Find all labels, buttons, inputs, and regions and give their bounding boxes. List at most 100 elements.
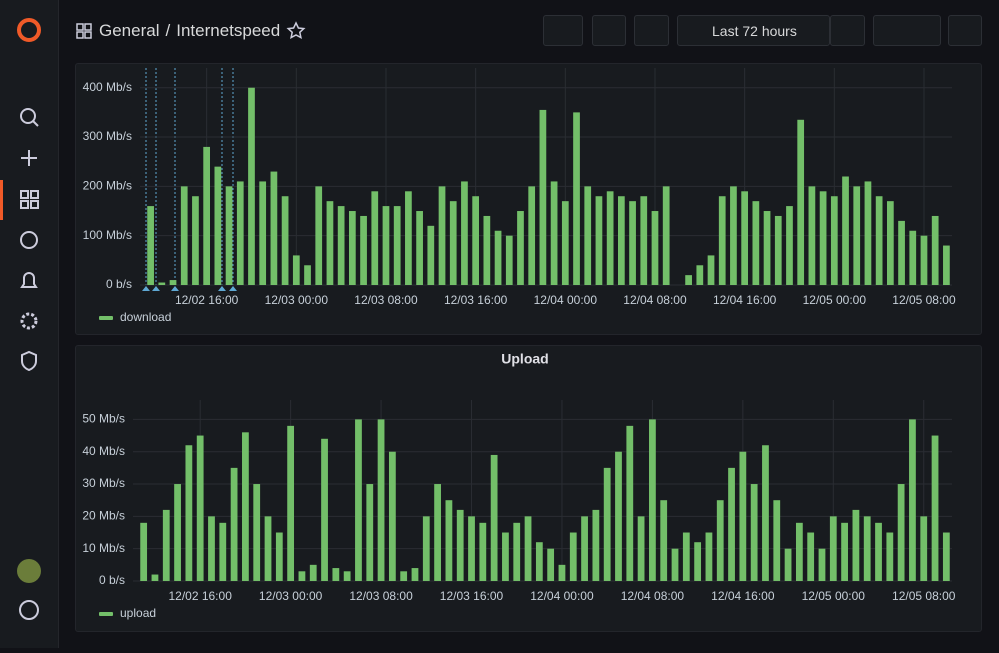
y-tick-label: 100 Mb/s — [83, 228, 132, 242]
bar — [326, 201, 334, 285]
dashboard-title[interactable]: Internetspeed — [176, 21, 281, 40]
bar — [264, 516, 272, 581]
bar — [405, 191, 412, 285]
bar — [920, 235, 928, 285]
bar — [649, 419, 656, 581]
bar — [393, 206, 401, 285]
bar — [662, 186, 670, 285]
bar — [242, 432, 249, 581]
bar — [943, 245, 950, 285]
bar — [416, 211, 423, 285]
bar — [705, 532, 713, 581]
bar — [606, 191, 614, 285]
bar — [818, 548, 826, 581]
bar — [808, 186, 816, 285]
bar — [203, 146, 211, 285]
bar — [479, 522, 487, 581]
bar — [707, 255, 715, 285]
bar — [739, 451, 747, 581]
x-tick-label: 12/03 00:00 — [265, 293, 329, 307]
bar — [886, 201, 894, 285]
bar — [208, 516, 215, 581]
bar — [225, 186, 233, 285]
y-tick-label: 30 Mb/s — [82, 476, 125, 490]
bar — [786, 206, 793, 285]
tv-mode-button[interactable] — [948, 15, 982, 46]
shield-icon[interactable] — [21, 350, 37, 372]
x-tick-label: 12/03 08:00 — [349, 589, 413, 603]
y-tick-label: 300 Mb/s — [83, 129, 132, 143]
annotation-marker — [218, 286, 226, 291]
bar — [660, 500, 668, 581]
avatar[interactable] — [17, 559, 41, 583]
x-tick-label: 12/03 00:00 — [259, 589, 323, 603]
bar — [615, 451, 622, 581]
bar — [309, 564, 317, 581]
legend-swatch — [99, 612, 113, 616]
bar — [445, 500, 453, 581]
bar — [797, 119, 805, 285]
time-picker[interactable]: Last 72 hours — [677, 15, 830, 46]
bar — [875, 196, 883, 285]
panel-title: Upload — [501, 351, 548, 367]
bar — [214, 166, 222, 285]
bar — [502, 532, 509, 581]
y-tick-label: 400 Mb/s — [83, 80, 132, 94]
config-icon[interactable] — [20, 312, 38, 330]
bar — [192, 196, 199, 285]
search-icon[interactable] — [20, 108, 36, 124]
bar — [671, 548, 679, 581]
bar — [275, 532, 283, 581]
alerting-icon[interactable] — [20, 272, 38, 288]
folder[interactable]: General — [99, 21, 160, 40]
help-icon[interactable] — [19, 600, 39, 620]
bar — [434, 484, 441, 581]
bar — [382, 206, 390, 285]
bar — [651, 211, 659, 285]
bar — [637, 516, 645, 581]
y-tick-label: 10 Mb/s — [82, 541, 125, 555]
x-tick-label: 12/04 16:00 — [711, 589, 775, 603]
zoom-out-button[interactable] — [830, 15, 865, 46]
bar — [841, 522, 848, 581]
bar — [592, 509, 600, 581]
bar — [584, 186, 592, 285]
bar — [741, 191, 749, 285]
bar — [728, 467, 735, 581]
x-tick-label: 12/02 16:00 — [175, 293, 239, 307]
y-tick-label: 0 b/s — [99, 573, 125, 587]
bar — [595, 196, 603, 285]
refresh-button[interactable] — [873, 15, 941, 46]
save-button[interactable] — [592, 15, 626, 46]
logo[interactable] — [17, 18, 41, 42]
bar — [942, 532, 950, 581]
bar — [909, 419, 916, 581]
y-tick-label: 40 Mb/s — [82, 444, 125, 458]
bar — [505, 235, 513, 285]
bar — [281, 196, 289, 285]
bar — [842, 176, 849, 285]
bar — [864, 181, 872, 285]
bar — [807, 532, 815, 581]
explore-icon[interactable] — [20, 231, 38, 249]
bar — [863, 516, 871, 581]
bar — [377, 419, 385, 581]
add-panel-button[interactable] — [543, 15, 583, 46]
bar — [321, 438, 328, 581]
bar — [304, 265, 311, 285]
bar — [483, 215, 491, 285]
star-share[interactable] — [286, 21, 326, 41]
dashboards-icon[interactable] — [20, 190, 39, 209]
bar — [248, 87, 255, 286]
bar — [449, 201, 457, 285]
bar — [853, 186, 861, 285]
bar — [626, 425, 634, 581]
bar — [236, 181, 244, 285]
create-icon[interactable] — [21, 150, 37, 166]
bar — [355, 419, 362, 581]
bar — [422, 516, 430, 581]
settings-button[interactable] — [634, 15, 669, 46]
bar — [438, 186, 446, 285]
